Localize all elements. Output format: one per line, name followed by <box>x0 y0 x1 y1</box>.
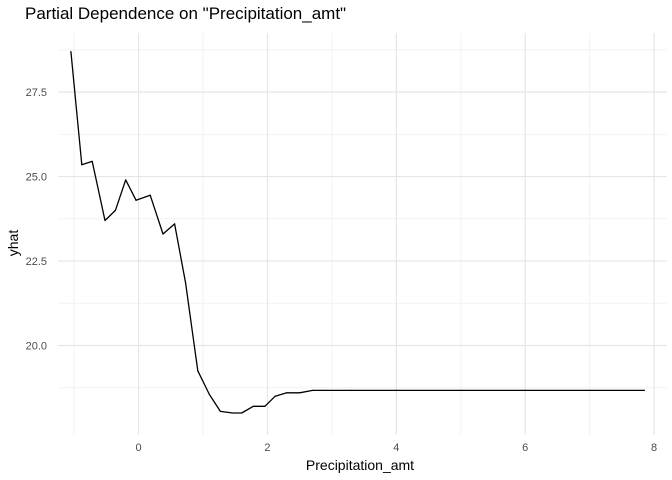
x-axis-ticks: 0 2 4 6 8 <box>135 442 657 454</box>
minor-gridlines <box>58 33 667 435</box>
data-point <box>299 392 301 394</box>
data-point <box>350 389 352 392</box>
major-gridlines <box>58 33 667 435</box>
data-point <box>241 412 243 414</box>
y-axis-ticks: 20.0 22.5 25.0 27.5 <box>26 87 47 352</box>
data-point <box>197 370 199 372</box>
data-point <box>219 410 221 412</box>
data-point <box>286 392 288 394</box>
data-point <box>208 393 211 396</box>
data-point <box>135 199 137 201</box>
data-point <box>81 164 83 166</box>
data-point <box>104 219 106 222</box>
data-point <box>185 282 187 284</box>
data-point <box>264 405 266 407</box>
y-tick-label: 20.0 <box>26 340 47 352</box>
y-tick-label: 25.0 <box>26 172 47 184</box>
data-point <box>395 389 397 392</box>
x-tick-label: 2 <box>264 442 270 454</box>
series-line <box>70 51 645 414</box>
data-point <box>324 389 327 392</box>
data-point <box>311 389 314 392</box>
data-point <box>114 209 116 211</box>
series-layer <box>70 50 646 414</box>
data-point <box>274 395 276 397</box>
y-axis-title: yhat <box>5 230 21 257</box>
data-point <box>589 389 591 392</box>
chart-title: Partial Dependence on "Precipitation_amt… <box>25 4 347 23</box>
data-point <box>149 194 151 196</box>
y-tick-label: 22.5 <box>26 256 47 268</box>
data-point <box>174 223 176 225</box>
data-point <box>125 179 127 181</box>
data-point <box>162 233 164 235</box>
data-point <box>643 389 646 392</box>
y-tick-label: 27.5 <box>26 87 47 99</box>
data-point <box>524 389 526 392</box>
data-point <box>232 412 234 414</box>
x-tick-label: 0 <box>135 442 141 454</box>
x-tick-label: 8 <box>651 442 657 454</box>
x-axis-title: Precipitation_amt <box>306 457 414 473</box>
data-point <box>252 405 254 407</box>
data-point <box>91 160 93 162</box>
data-point <box>460 389 462 392</box>
x-tick-label: 4 <box>393 442 399 454</box>
data-point <box>70 50 72 53</box>
x-tick-label: 6 <box>522 442 528 454</box>
